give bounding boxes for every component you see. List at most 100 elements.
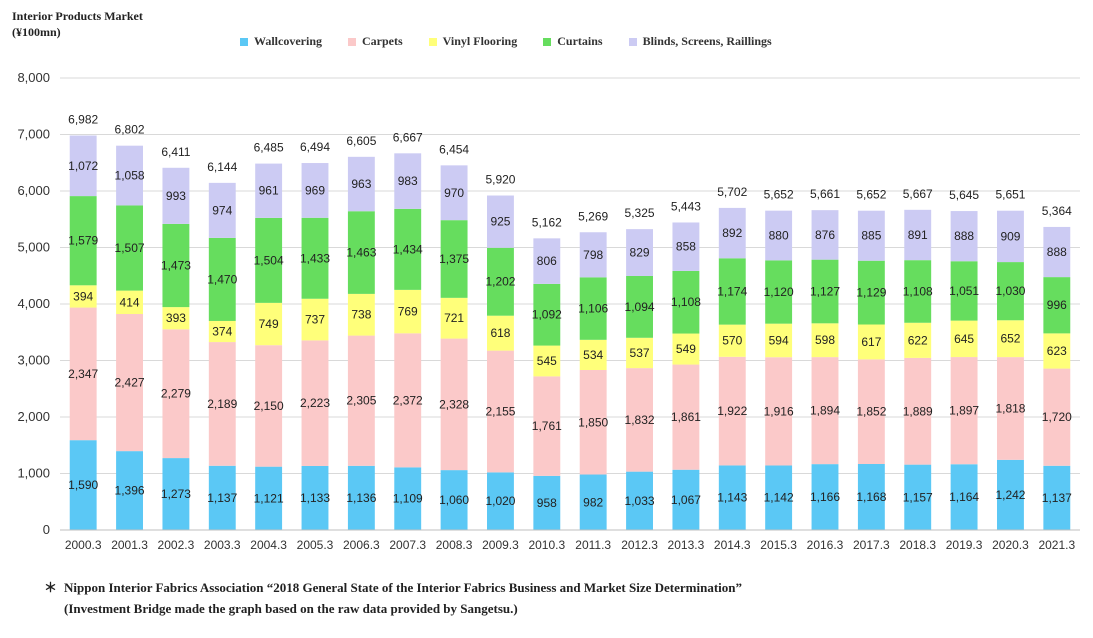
bar-segment-curtains — [857, 260, 885, 325]
bar-value-label: 1,142 — [764, 491, 794, 505]
bar-total-label: 5,652 — [856, 188, 886, 202]
chart-title: Interior Products Market — [12, 9, 143, 23]
bar-segment-blinds-screens-raillings — [718, 207, 746, 259]
bar-segment-wallcovering — [162, 458, 190, 530]
bar-value-label: 892 — [722, 226, 742, 240]
bar-segment-wallcovering — [579, 474, 607, 530]
bar-value-label: 909 — [1000, 229, 1020, 243]
bar-segment-curtains — [579, 277, 607, 340]
y-tick-label: 3,000 — [17, 353, 50, 368]
bar-total-label: 5,702 — [717, 185, 747, 199]
bar-value-label: 623 — [1047, 344, 1067, 358]
x-tick-label: 2003.3 — [204, 538, 241, 552]
bar-segment-vinyl-flooring — [69, 285, 97, 308]
footnote-line-1: Nippon Interior Fabrics Association “201… — [64, 580, 743, 595]
bar-segment-wallcovering — [1043, 465, 1071, 530]
bar-segment-wallcovering — [997, 459, 1024, 530]
bar-segment-blinds-screens-raillings — [208, 182, 236, 238]
bar-value-label: 1,470 — [207, 272, 237, 286]
bar-value-label: 374 — [212, 325, 232, 339]
bar-total-label: 5,920 — [485, 173, 515, 187]
bar-segment-vinyl-flooring — [208, 320, 236, 343]
bar-value-label: 2,279 — [161, 387, 191, 401]
bar-value-label: 645 — [954, 332, 974, 346]
bar-segment-curtains — [904, 260, 932, 323]
bar-value-label: 549 — [676, 342, 696, 356]
bar-value-label: 1,106 — [578, 302, 608, 316]
bar-segment-carpets — [857, 359, 885, 465]
bar-value-label: 652 — [1000, 332, 1020, 346]
x-tick-label: 2010.3 — [528, 538, 565, 552]
bar-segment-wallcovering — [811, 464, 839, 530]
bar-value-label: 876 — [815, 228, 835, 242]
bar-segment-carpets — [116, 314, 143, 452]
legend-swatch — [543, 37, 552, 46]
x-tick-label: 2011.3 — [575, 538, 611, 552]
bar-value-label: 888 — [954, 229, 974, 243]
bar-segment-wallcovering — [904, 464, 932, 530]
bar-value-label: 738 — [351, 308, 371, 322]
bar-total-label: 5,645 — [949, 188, 979, 202]
bar-value-label: 1,109 — [393, 492, 423, 506]
x-tick-label: 2016.3 — [807, 538, 844, 552]
bar-value-label: 1,067 — [671, 493, 701, 507]
bar-value-label: 970 — [444, 186, 464, 200]
bar-value-label: 1,094 — [625, 300, 655, 314]
legend-label: Wallcovering — [254, 34, 322, 48]
bar-total-label: 5,661 — [810, 187, 840, 201]
bar-total-label: 5,651 — [995, 188, 1025, 202]
bar-segment-blinds-screens-raillings — [672, 222, 700, 271]
bar-value-label: 1,157 — [903, 490, 933, 504]
bar-segment-carpets — [533, 376, 561, 476]
bar-segment-blinds-screens-raillings — [487, 195, 514, 248]
bar-segment-curtains — [347, 211, 375, 294]
bar-value-label: 1,463 — [346, 246, 376, 260]
bar-value-label: 1,273 — [161, 487, 191, 501]
bar-value-label: 885 — [861, 229, 881, 243]
bar-value-label: 769 — [398, 305, 418, 319]
bar-value-label: 982 — [583, 495, 603, 509]
bar-value-label: 1,850 — [578, 415, 608, 429]
bar-segment-blinds-screens-raillings — [440, 165, 468, 221]
x-tick-label: 2009.3 — [482, 538, 519, 552]
bar-segment-vinyl-flooring — [579, 339, 607, 370]
bar-segment-carpets — [997, 357, 1024, 460]
bar-segment-carpets — [208, 342, 236, 466]
bar-segment-carpets — [347, 335, 375, 466]
bar-total-label: 6,485 — [254, 141, 284, 155]
bar-segment-blinds-screens-raillings — [69, 135, 97, 197]
bar-total-label: 6,494 — [300, 140, 330, 154]
y-tick-label: 6,000 — [17, 183, 50, 198]
bar-value-label: 1,852 — [856, 405, 886, 419]
bar-segment-vinyl-flooring — [718, 324, 746, 357]
bar-segment-wallcovering — [394, 467, 422, 530]
bar-segment-curtains — [162, 223, 190, 308]
bar-total-label: 5,443 — [671, 199, 701, 213]
bar-value-label: 1,127 — [810, 284, 840, 298]
x-tick-label: 2019.3 — [946, 538, 983, 552]
bar-value-label: 2,305 — [346, 394, 376, 408]
bar-value-label: 806 — [537, 254, 557, 268]
bar-segment-curtains — [950, 261, 978, 321]
bar-segment-vinyl-flooring — [626, 337, 653, 369]
bar-value-label: 1,433 — [300, 251, 330, 265]
bar-segment-blinds-screens-raillings — [857, 210, 885, 261]
bar-total-label: 5,269 — [578, 209, 608, 223]
bar-value-label: 2,372 — [393, 393, 423, 407]
bar-value-label: 1,202 — [485, 275, 515, 289]
bar-value-label: 1,375 — [439, 252, 469, 266]
bar-total-label: 5,652 — [764, 188, 794, 202]
bar-value-label: 2,328 — [439, 397, 469, 411]
y-tick-label: 2,000 — [17, 409, 50, 424]
bar-value-label: 1,108 — [671, 295, 701, 309]
bar-value-label: 2,189 — [207, 397, 237, 411]
bar-segment-carpets — [255, 345, 283, 467]
bar-total-label: 6,982 — [68, 113, 98, 127]
bar-value-label: 1,058 — [115, 169, 145, 183]
bar-segment-curtains — [997, 262, 1024, 321]
bar-value-label: 993 — [166, 189, 186, 203]
x-tick-label: 2006.3 — [343, 538, 380, 552]
bar-segment-curtains — [533, 283, 561, 346]
bar-segment-blinds-screens-raillings — [533, 238, 561, 284]
bar-segment-curtains — [487, 247, 514, 316]
